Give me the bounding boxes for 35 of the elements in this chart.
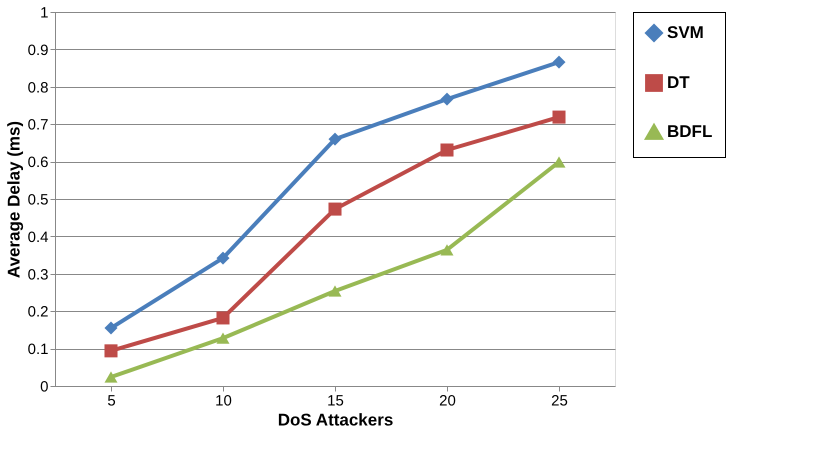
y-tick-label: 0.9 — [28, 42, 48, 59]
point — [104, 371, 118, 383]
y-tick-label: 0.3 — [28, 266, 48, 284]
x-tick-label: 25 — [551, 392, 568, 410]
y-tick-label: 0.2 — [28, 304, 48, 321]
y-tick-label: 0.6 — [28, 154, 48, 172]
y-tick-label: 0.1 — [28, 341, 48, 358]
point — [216, 311, 230, 324]
point — [440, 244, 454, 256]
point — [328, 132, 342, 146]
point — [104, 344, 118, 358]
y-tick-label: 0 — [40, 378, 48, 396]
point — [328, 202, 342, 216]
x-tick-label: 5 — [107, 392, 116, 410]
legend-label: BDFL — [667, 122, 712, 141]
y-tick-label: 0.5 — [28, 192, 48, 208]
y-tick-label: 1 — [40, 4, 48, 22]
point — [552, 56, 566, 69]
y-tick-label: 0.7 — [28, 116, 48, 134]
x-axis-title: DoS Attackers — [278, 410, 394, 430]
x-tick-label: 10 — [215, 392, 232, 410]
y-tick-label: 0.8 — [28, 79, 48, 96]
y-axis-title: Average Delay (ms) — [4, 120, 24, 278]
point — [552, 110, 566, 124]
x-tick-label: 20 — [439, 392, 456, 410]
point — [104, 322, 118, 335]
point — [440, 92, 454, 106]
point — [216, 332, 230, 344]
point — [216, 252, 230, 265]
legend-label: SVM — [667, 23, 704, 42]
point — [440, 143, 454, 157]
y-tick-label: 0.4 — [28, 228, 48, 246]
point — [328, 285, 342, 297]
legend-label: DT — [667, 73, 690, 92]
x-tick-label: 15 — [327, 392, 344, 410]
